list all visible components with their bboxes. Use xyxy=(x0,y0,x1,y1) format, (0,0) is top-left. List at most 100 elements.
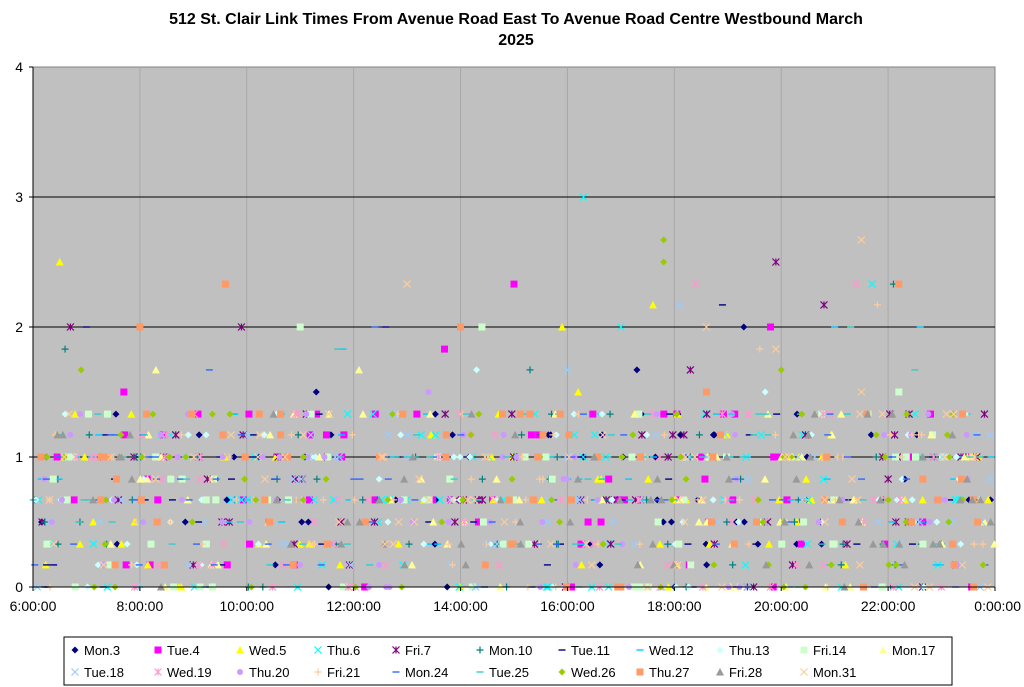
data-point xyxy=(803,540,812,549)
data-point xyxy=(95,518,104,526)
data-point xyxy=(355,365,364,374)
data-point xyxy=(269,410,278,418)
data-point xyxy=(276,454,283,460)
data-point xyxy=(299,430,308,439)
data-point xyxy=(399,410,407,418)
data-point xyxy=(361,518,369,526)
data-point xyxy=(259,454,266,460)
data-point xyxy=(918,495,927,504)
series-wed-19 xyxy=(72,280,966,591)
data-point xyxy=(296,561,303,568)
data-point xyxy=(792,475,801,483)
data-point xyxy=(154,496,162,504)
data-point xyxy=(709,496,717,504)
data-point xyxy=(102,496,110,504)
data-point xyxy=(857,388,866,396)
data-point xyxy=(146,561,154,569)
data-point xyxy=(106,561,114,569)
data-point xyxy=(322,475,330,483)
data-point xyxy=(616,323,625,331)
data-point xyxy=(112,475,120,483)
x-tick-label: 6:00:00 xyxy=(10,598,57,614)
data-point xyxy=(653,411,660,418)
data-point xyxy=(394,518,403,526)
data-point xyxy=(499,410,507,418)
legend-entry: Tue.18 xyxy=(71,665,124,680)
legend-entry: Thu.20 xyxy=(237,665,289,680)
data-point xyxy=(686,365,695,374)
data-point xyxy=(37,453,45,461)
data-point xyxy=(679,518,687,526)
data-point xyxy=(660,258,668,266)
data-point xyxy=(881,431,888,438)
data-point xyxy=(980,410,989,419)
data-point xyxy=(929,540,938,548)
legend-label: Mon.10 xyxy=(489,643,532,658)
data-point xyxy=(513,454,520,460)
data-point xyxy=(636,453,644,461)
data-point xyxy=(448,561,456,569)
data-point xyxy=(599,540,607,548)
data-point xyxy=(329,495,338,504)
data-point xyxy=(668,496,676,504)
data-point xyxy=(841,560,850,569)
data-point xyxy=(140,519,147,525)
data-point xyxy=(75,540,84,548)
data-point xyxy=(539,431,547,439)
data-point xyxy=(918,431,926,439)
data-point xyxy=(655,540,664,548)
data-point xyxy=(888,410,897,418)
data-point xyxy=(986,430,994,439)
data-point xyxy=(490,495,498,504)
data-point xyxy=(239,496,247,504)
data-point xyxy=(727,518,736,526)
data-point xyxy=(223,561,231,569)
data-point xyxy=(691,280,700,289)
data-point xyxy=(261,496,269,504)
data-point xyxy=(89,518,98,526)
data-point xyxy=(97,496,105,504)
data-point xyxy=(255,430,264,439)
data-point xyxy=(819,475,828,484)
legend-label: Tue.18 xyxy=(84,665,124,680)
legend-label: Thu.27 xyxy=(649,665,689,680)
data-point xyxy=(400,560,409,569)
data-point xyxy=(271,561,279,569)
data-point xyxy=(474,518,482,526)
data-point xyxy=(136,323,144,331)
data-point xyxy=(381,560,390,569)
legend-marker xyxy=(879,646,887,654)
data-point xyxy=(195,560,203,569)
data-point xyxy=(55,258,64,266)
data-point xyxy=(195,475,204,484)
data-point xyxy=(957,540,965,548)
legend-marker xyxy=(314,668,322,676)
data-point xyxy=(384,518,392,526)
legend-marker xyxy=(716,646,724,654)
data-point xyxy=(680,496,688,504)
data-point xyxy=(500,518,509,526)
x-tick-label: 14:00:00 xyxy=(433,598,488,614)
data-point xyxy=(582,540,590,549)
data-point xyxy=(579,453,588,461)
data-point xyxy=(530,496,538,504)
data-point xyxy=(566,518,575,526)
data-point xyxy=(63,496,71,504)
data-point xyxy=(886,431,894,439)
data-point xyxy=(307,410,315,418)
data-point xyxy=(184,431,192,439)
data-point xyxy=(895,388,903,396)
data-point xyxy=(381,540,389,549)
data-point xyxy=(707,518,715,526)
data-point xyxy=(819,560,828,569)
data-point xyxy=(510,280,518,288)
data-point xyxy=(876,495,885,504)
data-point xyxy=(312,388,320,396)
legend-label: Tue.11 xyxy=(571,643,610,658)
data-point xyxy=(863,410,872,418)
data-point xyxy=(49,475,57,483)
data-point xyxy=(653,475,662,483)
series-fri-28 xyxy=(53,410,995,591)
data-point xyxy=(77,366,85,374)
legend-label: Mon.31 xyxy=(813,665,856,680)
